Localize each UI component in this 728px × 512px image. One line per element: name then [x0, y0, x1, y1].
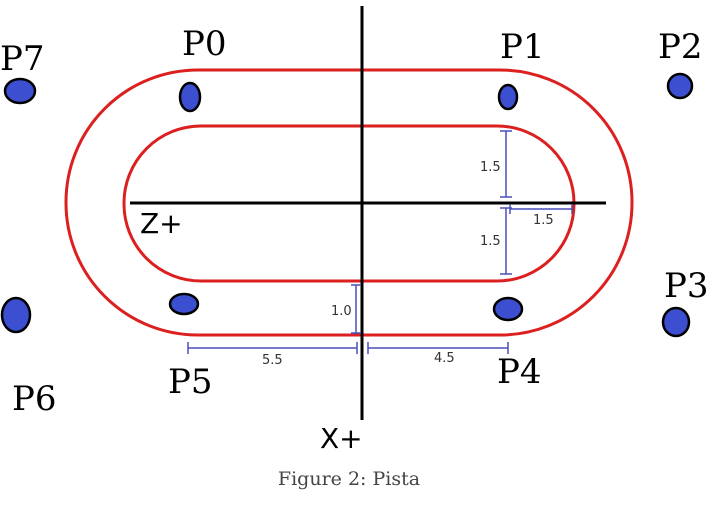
point-p2-label: P2: [658, 27, 703, 67]
point-p7-marker: [3, 77, 37, 105]
dim-straight-right: 4.5: [434, 351, 455, 366]
point-p4-marker: [492, 296, 524, 322]
point-p6-label: P6: [12, 379, 57, 419]
dim-lane-width: 1.0: [331, 304, 352, 319]
outer-track-boundary: [64, 68, 634, 337]
point-p1-marker: [497, 83, 519, 111]
dim-inner-bottom: 1.5: [480, 234, 501, 249]
figure-caption: Figure 2: Pista: [278, 468, 420, 490]
dim-inner-top: 1.5: [480, 160, 501, 175]
point-p0-label: P0: [182, 24, 227, 64]
point-p5-marker: [168, 292, 200, 316]
dim-end-radius: 1.5: [533, 213, 554, 228]
point-p2-marker: [666, 72, 694, 100]
x-axis-label: X+: [320, 422, 363, 455]
point-p7-label: P7: [0, 39, 45, 79]
point-p3-label: P3: [664, 266, 709, 306]
point-p5-label: P5: [168, 362, 213, 402]
dim-straight-left: 5.5: [262, 353, 283, 368]
z-axis-label: Z+: [140, 207, 183, 240]
point-p0-marker: [178, 81, 202, 113]
point-p4-label: P4: [497, 352, 542, 392]
point-p1-label: P1: [500, 27, 545, 67]
point-p6-marker: [0, 296, 32, 334]
point-p3-marker: [661, 306, 691, 338]
